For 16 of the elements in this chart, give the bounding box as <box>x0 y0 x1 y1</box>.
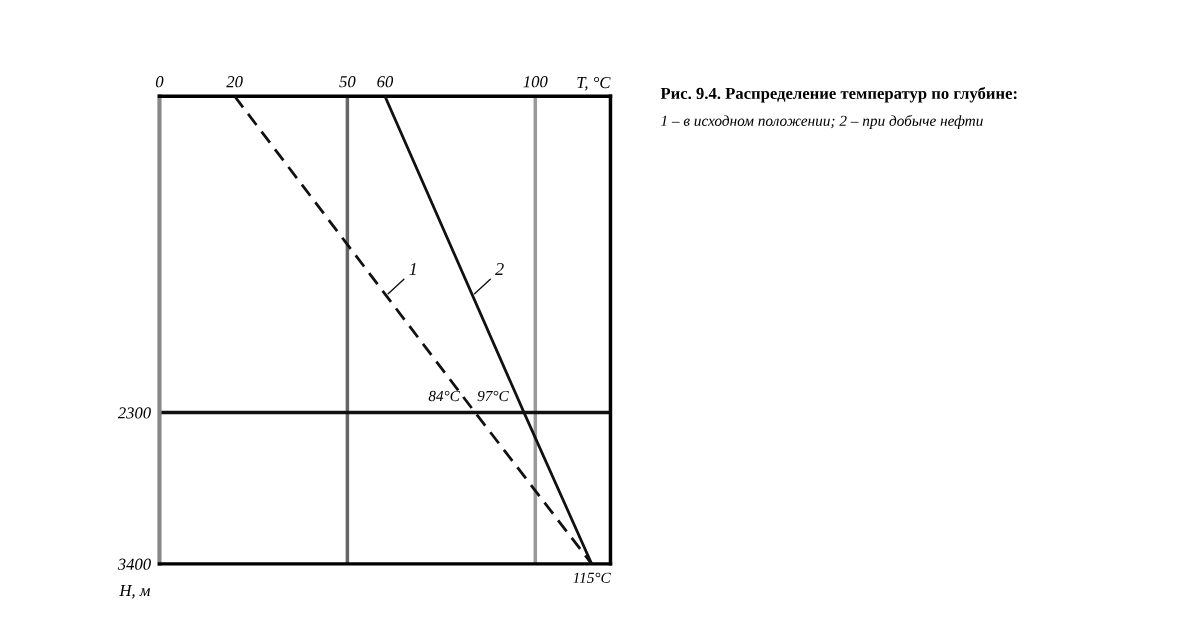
x-tick-label: 60 <box>377 76 394 88</box>
x-tick-label: 0 <box>155 76 164 88</box>
x-tick-label: 100 <box>523 76 548 88</box>
y-tick-label: 3400 <box>117 558 151 570</box>
y-tick-label: 2300 <box>117 407 151 419</box>
series-label: 2 <box>495 262 504 275</box>
x-tick-label: 50 <box>339 76 356 88</box>
x-tick-label: 20 <box>226 76 243 88</box>
text: Рис. 9.4. Распределение температур по глубине: <box>660 86 1017 103</box>
y-axis-title: H, м <box>119 585 151 599</box>
annotation: 97°C <box>477 390 509 402</box>
annotation: 84°C <box>428 390 461 402</box>
series-label: 1 <box>409 262 416 275</box>
x-axis-title: T, °C <box>577 76 611 91</box>
annotation: 115°C <box>573 572 611 583</box>
text: 1 – в исходном положении; 2 – при добыче нефти <box>660 114 983 130</box>
